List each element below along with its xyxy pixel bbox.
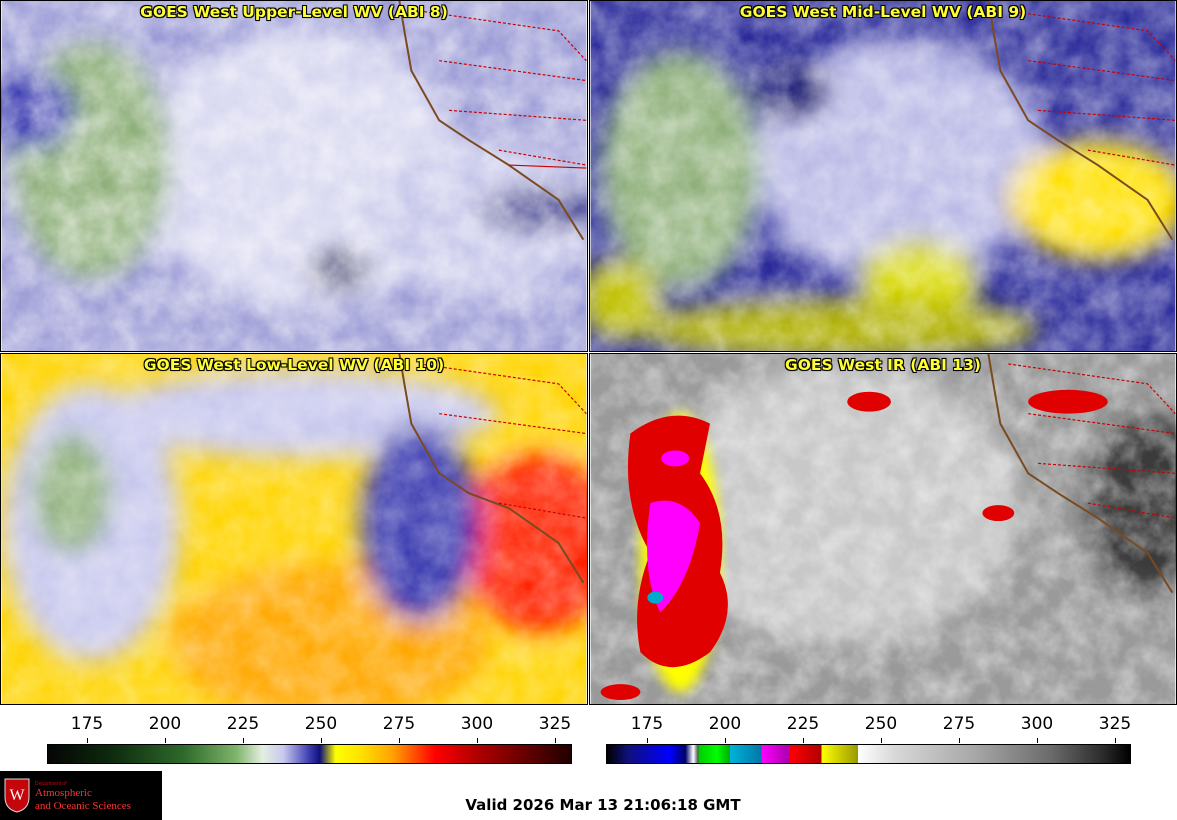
logo-line1: Atmospheric (35, 787, 92, 799)
wv-colorbar-tick (399, 738, 400, 743)
wv-colorbar-tick (243, 738, 244, 743)
ir-colorbar-tick (1037, 738, 1038, 743)
ir-colorbar-tick-label: 300 (1020, 714, 1054, 734)
mid-level-wv-image (590, 1, 1176, 351)
panel-title: GOES West Mid-Level WV (ABI 9) (739, 3, 1027, 21)
ir-colorbar-tick-label: 250 (864, 714, 898, 734)
ir-colorbar-tick (803, 738, 804, 743)
wv-colorbar-tick-label: 200 (148, 714, 182, 734)
wv-colorbar-tick-label: 250 (304, 714, 338, 734)
ir-colorbar-tick-label: 225 (786, 714, 820, 734)
upper-level-wv-image (1, 1, 587, 351)
logo-dept-text: Department of (35, 781, 67, 787)
panel-upper-level-wv: GOES West Upper-Level WV (ABI 8) (0, 0, 588, 352)
ir-colorbar-tick (647, 738, 648, 743)
ir-colorbar-tick (881, 738, 882, 743)
wv-colorbar-tick-label: 300 (460, 714, 494, 734)
wv-colorbar-tick (165, 738, 166, 743)
ir-colorbar-tick-label: 175 (630, 714, 664, 734)
wv-colorbar-tick-label: 225 (226, 714, 260, 734)
ir-colorbar-tick-label: 200 (708, 714, 742, 734)
ir-colorbar-tick-label: 275 (942, 714, 976, 734)
panel-low-level-wv: GOES West Low-Level WV (ABI 10) (0, 353, 588, 705)
wv-colorbar-tick-label: 275 (382, 714, 416, 734)
panel-ir: GOES West IR (ABI 13) (589, 353, 1177, 705)
wv-colorbar (47, 744, 572, 764)
panel-title: GOES West IR (ABI 13) (785, 356, 981, 374)
ir-colorbar-tick (959, 738, 960, 743)
ir-colorbar-tick (1115, 738, 1116, 743)
wv-colorbar-tick (555, 738, 556, 743)
uw-crest-icon: W (4, 778, 30, 813)
ir-colorbar-tick-label: 325 (1098, 714, 1132, 734)
panel-title: GOES West Upper-Level WV (ABI 8) (140, 3, 448, 21)
low-level-wv-image (1, 354, 587, 704)
wv-colorbar-tick-label: 325 (538, 714, 572, 734)
valid-time: Valid 2026 Mar 13 21:06:18 GMT (465, 796, 741, 814)
svg-text:W: W (9, 787, 25, 804)
logo-line2: and Oceanic Sciences (35, 800, 131, 812)
ir-image (590, 354, 1176, 704)
ir-colorbar-tick (725, 738, 726, 743)
panel-title: GOES West Low-Level WV (ABI 10) (143, 356, 445, 374)
wv-colorbar-tick (321, 738, 322, 743)
ir-colorbar (606, 744, 1131, 764)
wv-colorbar-tick (87, 738, 88, 743)
wv-colorbar-tick-label: 175 (70, 714, 104, 734)
aos-logo[interactable]: W Department of Atmospheric and Oceanic … (0, 771, 162, 820)
panel-mid-level-wv: GOES West Mid-Level WV (ABI 9) (589, 0, 1177, 352)
wv-colorbar-tick (477, 738, 478, 743)
